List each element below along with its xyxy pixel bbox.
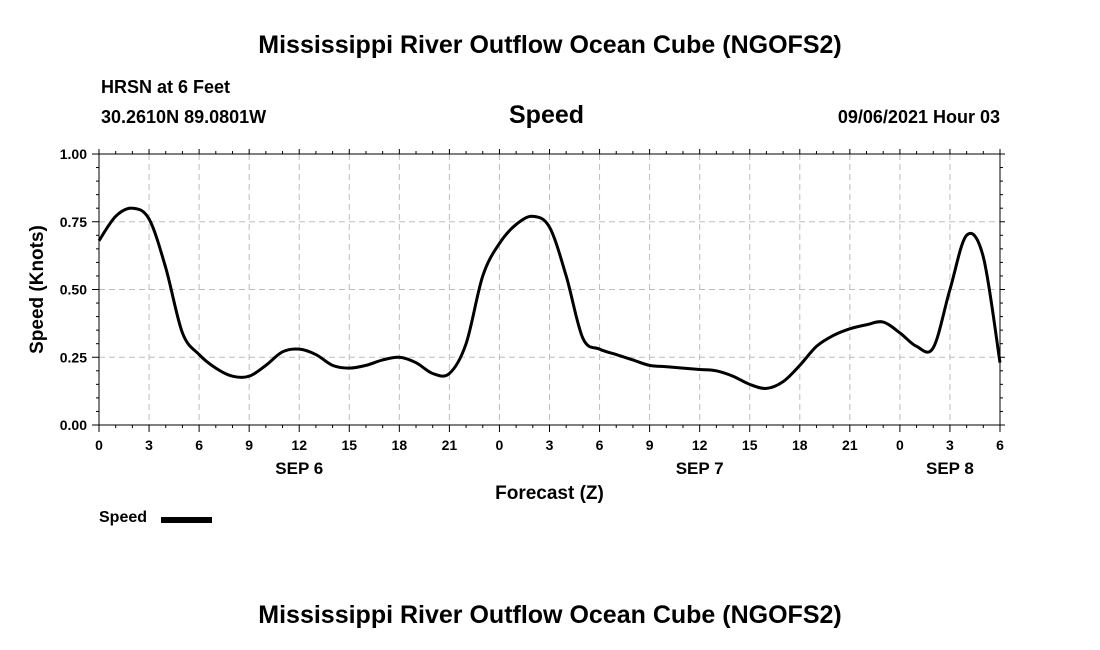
x-tick-label: 0 xyxy=(896,437,904,453)
y-tick-label: 0.25 xyxy=(60,349,87,365)
x-tick-label: 3 xyxy=(145,437,153,453)
legend-swatch xyxy=(161,517,212,523)
datetime-label: 09/06/2021 Hour 03 xyxy=(837,107,1000,127)
x-tick-label: 3 xyxy=(546,437,554,453)
y-tick-label: 0.00 xyxy=(60,417,87,433)
legend-label: Speed xyxy=(99,509,148,526)
x-tick-label: 21 xyxy=(842,437,858,453)
x-tick-label: 0 xyxy=(95,437,103,453)
date-label: SEP 6 xyxy=(275,459,323,478)
x-tick-label: 6 xyxy=(195,437,203,453)
y-tick-label: 0.50 xyxy=(60,282,87,298)
x-tick-label: 6 xyxy=(996,437,1004,453)
y-tick-label: 0.75 xyxy=(60,214,87,230)
x-tick-label: 6 xyxy=(596,437,604,453)
date-label: SEP 8 xyxy=(926,459,974,478)
x-tick-label: 9 xyxy=(245,437,253,453)
x-tick-label: 18 xyxy=(392,437,408,453)
x-tick-label: 18 xyxy=(792,437,808,453)
x-tick-label: 12 xyxy=(291,437,307,453)
coordinates-label: 30.2610N 89.0801W xyxy=(101,107,267,127)
chart-title-top: Mississippi River Outflow Ocean Cube (NG… xyxy=(258,31,842,59)
y-axis-label: Speed (Knots) xyxy=(27,225,48,354)
x-tick-label: 15 xyxy=(742,437,758,453)
speed-series-line xyxy=(97,206,1002,390)
y-tick-label: 1.00 xyxy=(60,146,87,162)
x-axis-label: Forecast (Z) xyxy=(495,483,604,504)
x-tick-label: 12 xyxy=(692,437,708,453)
date-label: SEP 7 xyxy=(676,459,724,478)
variable-title: Speed xyxy=(509,101,585,129)
x-tick-label: 0 xyxy=(496,437,504,453)
station-label: HRSN at 6 Feet xyxy=(101,77,231,97)
chart-title-bottom: Mississippi River Outflow Ocean Cube (NG… xyxy=(258,601,842,629)
x-tick-label: 3 xyxy=(946,437,954,453)
x-tick-label: 15 xyxy=(341,437,357,453)
x-tick-label: 9 xyxy=(646,437,654,453)
x-tick-label: 21 xyxy=(442,437,458,453)
